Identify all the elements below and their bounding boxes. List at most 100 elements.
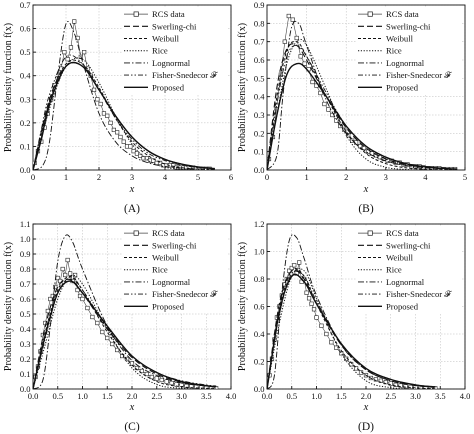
y-tick-label: 0.0 xyxy=(20,165,31,175)
x-tick-label: 0.0 xyxy=(262,391,273,401)
y-tick-label: 0.7 xyxy=(20,0,31,10)
legend: RCS data Swerling-chi Weibull Rice Lognormal… xyxy=(356,7,462,95)
rcs-data-point xyxy=(98,101,103,107)
y-tick-label: 0.6 xyxy=(254,302,265,312)
y-tick-label: 0.1 xyxy=(20,369,31,379)
legend-item-lognormal: Lognormal xyxy=(358,58,425,68)
rcs-data-point xyxy=(121,139,126,144)
rcs-data-point xyxy=(110,341,115,347)
legend-label: Fisher-Snedecor 𝓕 xyxy=(152,289,219,299)
rcs-data-point xyxy=(318,90,323,96)
legend-item-fisher-snedecor: Fisher-Snedecor 𝓕 xyxy=(358,289,453,299)
rcs-data-point xyxy=(115,130,120,135)
legend-label: Swerling-chi xyxy=(386,21,431,31)
x-tick-label: 6 xyxy=(229,172,233,182)
x-tick-label: 0.5 xyxy=(52,391,63,401)
y-tick-label: 0.8 xyxy=(254,18,265,28)
rcs-data-point xyxy=(65,257,70,263)
rcs-data-point xyxy=(65,57,70,62)
rcs-data-point xyxy=(100,329,105,335)
panel-label: (A) xyxy=(124,203,140,215)
rcs-data-point xyxy=(53,284,58,290)
plot-area xyxy=(267,234,438,389)
legend-label: Lognormal xyxy=(152,58,191,68)
y-tick-label: 0.3 xyxy=(20,94,31,104)
legend: RCS data Swerling-chi Weibull Rice Lognormal… xyxy=(122,226,228,314)
legend-label: Rice xyxy=(152,265,168,275)
rcs-data-point xyxy=(159,377,164,383)
y-tick-label: 0.9 xyxy=(254,0,265,10)
rcs-data-point xyxy=(339,351,344,356)
y-tick-label: 0.4 xyxy=(254,92,265,102)
legend-marker xyxy=(133,230,139,236)
y-tick-label: 0.5 xyxy=(254,73,265,83)
panel-c: 0.0 0.5 1.0 1.5 2.0 2.5 3.0 3.5 4.0 0.0 0.1 0.2 0.3 0… xyxy=(3,219,236,433)
rcs-data-point xyxy=(90,314,95,320)
rcs-data-point xyxy=(95,320,100,326)
legend-background xyxy=(356,7,462,95)
legend: RCS data Swerling-chi Weibull Rice Lognormal… xyxy=(122,7,228,95)
curve-weibull xyxy=(267,40,458,170)
legend-item-swerling-chi: Swerling-chi xyxy=(358,240,431,250)
rcs-data-point xyxy=(95,97,100,102)
x-axis-label: x xyxy=(129,184,135,195)
y-tick-label: 0.0 xyxy=(254,384,265,394)
curve-fisher-snedecor xyxy=(33,54,215,170)
rcs-data-point xyxy=(393,382,398,387)
y-tick-label: 1.0 xyxy=(254,247,265,257)
rcs-data-point xyxy=(80,296,85,302)
plot-area xyxy=(33,19,215,170)
legend-item-proposed: Proposed xyxy=(358,301,419,311)
rcs-data-point xyxy=(111,127,116,133)
y-tick-label: 0.1 xyxy=(254,147,265,157)
rcs-data-point xyxy=(82,50,87,55)
legend-label: RCS data xyxy=(152,9,185,19)
legend-item-rice: Rice xyxy=(358,46,402,56)
rcs-data-point xyxy=(105,335,110,341)
rcs-data-point xyxy=(101,111,107,116)
legend-label: Rice xyxy=(152,46,168,56)
plot-area xyxy=(267,13,458,170)
legend-marker xyxy=(133,11,139,17)
rcs-data-point xyxy=(311,307,317,312)
panel-label: (B) xyxy=(358,203,374,215)
curve-proposed xyxy=(267,62,458,170)
legend: RCS data Swerling-chi Weibull Rice Lognormal… xyxy=(356,226,462,314)
y-axis-label: Probability density function f(x) xyxy=(237,242,248,371)
legend-label: RCS data xyxy=(152,228,185,238)
y-tick-label: 0.5 xyxy=(20,47,31,57)
x-tick-label: 3.5 xyxy=(435,391,446,401)
x-tick-label: 1.0 xyxy=(311,391,322,401)
rcs-data-point xyxy=(77,293,83,299)
rcs-data-point xyxy=(115,347,120,353)
x-tick-label: 2.0 xyxy=(361,391,372,401)
legend-label: Weibull xyxy=(152,34,180,44)
legend-label: Lognormal xyxy=(152,277,191,287)
rcs-data-point xyxy=(72,272,78,278)
y-tick-label: 0.3 xyxy=(254,110,265,120)
x-axis-label: x xyxy=(363,402,369,413)
legend-label: Fisher-Snedecor 𝓕 xyxy=(386,70,453,80)
x-tick-label: 1.0 xyxy=(77,391,88,401)
legend-label: Lognormal xyxy=(386,58,425,68)
y-tick-label: 0.8 xyxy=(20,264,31,274)
rcs-data-point xyxy=(164,379,169,384)
x-tick-label: 3.5 xyxy=(201,391,212,401)
rcs-data-point xyxy=(329,340,334,345)
legend-item-swerling-chi: Swerling-chi xyxy=(124,240,197,250)
y-axis-label: Probability density function f(x) xyxy=(237,23,248,152)
rcs-data-point xyxy=(292,263,297,268)
x-tick-label: 3 xyxy=(130,172,134,182)
rcs-data-point xyxy=(309,301,314,306)
rcs-data-point xyxy=(144,371,149,377)
x-tick-label: 3 xyxy=(384,172,388,182)
y-tick-label: 0.2 xyxy=(20,118,31,128)
legend-label: RCS data xyxy=(386,228,419,238)
rcs-data-point xyxy=(149,374,154,380)
rcs-data-point xyxy=(310,79,315,85)
x-tick-label: 1.5 xyxy=(102,391,113,401)
legend-item-lognormal: Lognormal xyxy=(124,58,191,68)
legend-label: Rice xyxy=(386,265,402,275)
y-axis-label: Probability density function f(x) xyxy=(3,242,14,371)
legend-label: Swerling-chi xyxy=(152,21,197,31)
